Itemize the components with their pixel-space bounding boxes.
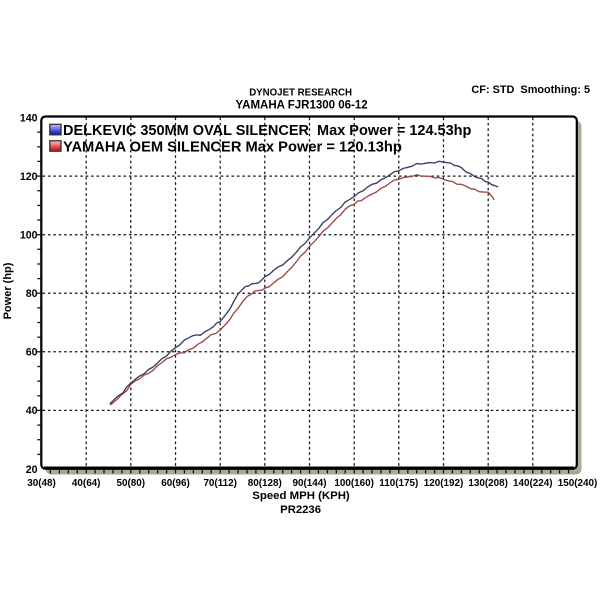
svg-text:30(48): 30(48) xyxy=(27,478,56,489)
svg-text:40: 40 xyxy=(26,405,38,417)
svg-text:80: 80 xyxy=(26,288,38,300)
svg-text:Power (hp): Power (hp) xyxy=(2,262,14,319)
svg-text:60: 60 xyxy=(26,347,38,359)
svg-text:40(64): 40(64) xyxy=(72,478,101,489)
svg-text:140(224): 140(224) xyxy=(513,478,553,489)
svg-text:120: 120 xyxy=(20,171,38,183)
svg-text:150(240): 150(240) xyxy=(558,478,598,489)
svg-text:70(112): 70(112) xyxy=(203,478,237,489)
svg-text:110(175): 110(175) xyxy=(379,478,418,489)
svg-text:80(128): 80(128) xyxy=(248,478,282,489)
svg-text:Speed MPH (KPH): Speed MPH (KPH) xyxy=(252,490,350,502)
svg-text:50(80): 50(80) xyxy=(117,478,146,489)
svg-text:90(144): 90(144) xyxy=(292,478,326,489)
svg-text:PR2236: PR2236 xyxy=(280,504,321,516)
svg-text:20: 20 xyxy=(26,464,38,476)
svg-text:YAMAHA OEM SILENCER Max Power: YAMAHA OEM SILENCER Max Power = 120.13hp xyxy=(63,139,402,155)
svg-text:100: 100 xyxy=(20,230,38,242)
svg-text:YAMAHA FJR1300 06-12: YAMAHA FJR1300 06-12 xyxy=(236,99,368,111)
svg-text:CF: STD Smoothing: 5: CF: STD Smoothing: 5 xyxy=(471,84,590,96)
svg-text:DELKEVIC 350MM OVAL SILENCER: DELKEVIC 350MM OVAL SILENCER Max Power =… xyxy=(63,123,472,139)
svg-text:130(208): 130(208) xyxy=(468,478,508,489)
svg-text:DYNOJET RESEARCH: DYNOJET RESEARCH xyxy=(249,88,352,99)
svg-text:120(192): 120(192) xyxy=(424,478,464,489)
svg-text:140: 140 xyxy=(20,112,38,124)
svg-text:60(96): 60(96) xyxy=(161,478,190,489)
svg-text:100(160): 100(160) xyxy=(334,478,374,489)
